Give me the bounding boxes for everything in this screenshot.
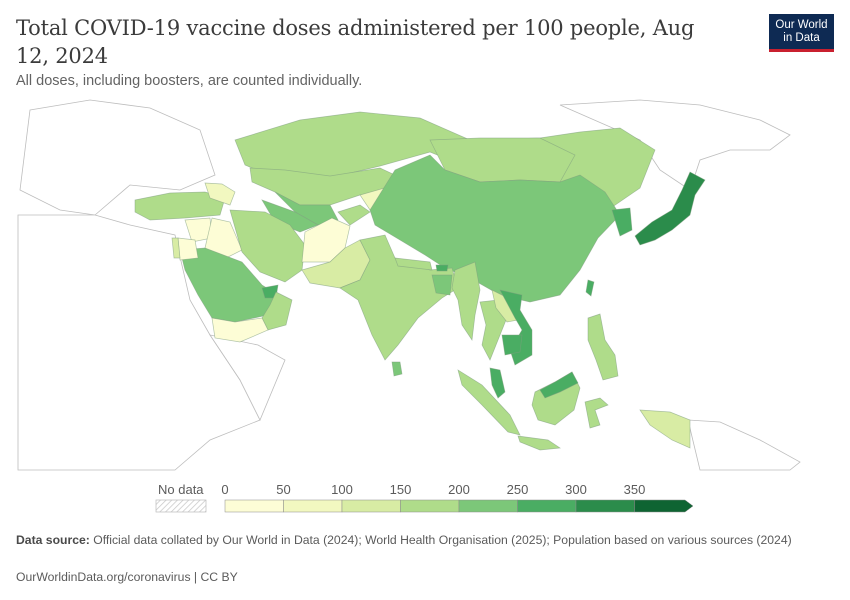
footer: OurWorldinData.org/coronavirus | CC BY — [16, 570, 238, 584]
map-philippines[interactable] — [587, 313, 619, 381]
asia-choropleth-map[interactable] — [0, 88, 850, 473]
logo-line-2: in Data — [783, 32, 820, 44]
map-israel[interactable] — [171, 237, 181, 259]
map-jordan[interactable] — [177, 237, 199, 261]
legend-bin-150[interactable] — [400, 499, 460, 513]
map-malaysia-peninsula[interactable] — [489, 367, 506, 399]
map-sumatra[interactable] — [457, 369, 521, 436]
map-bhutan[interactable] — [435, 264, 449, 272]
map-europe — [19, 99, 216, 216]
map-papua[interactable] — [639, 409, 691, 449]
color-legend: No data 0 50 100 150 200 250 300 350 — [155, 482, 694, 513]
map-java[interactable] — [517, 435, 562, 451]
map-sulawesi[interactable] — [584, 397, 609, 429]
legend-bin-50[interactable] — [283, 499, 343, 513]
legend-bins — [224, 499, 694, 513]
source-label: Data source: — [16, 533, 90, 547]
legend-tick-0: 0 — [221, 482, 228, 497]
map-tajikistan[interactable] — [337, 204, 371, 226]
map-myanmar[interactable] — [451, 261, 481, 341]
map-turkey[interactable] — [134, 191, 226, 221]
map-china[interactable] — [369, 154, 621, 303]
map-japan[interactable] — [634, 171, 706, 246]
map-nepal[interactable] — [394, 257, 433, 271]
map-korea[interactable] — [611, 207, 633, 237]
footer-url-link[interactable]: OurWorldinData.org/coronavirus — [16, 570, 191, 584]
map-georgia-caucasus[interactable] — [204, 182, 236, 206]
owid-logo[interactable]: Our World in Data — [769, 14, 834, 52]
map-bangladesh[interactable] — [431, 274, 453, 296]
map-sri-lanka[interactable] — [391, 361, 403, 377]
data-source: Data source: Official data collated by O… — [16, 533, 816, 548]
map-australia — [687, 419, 801, 471]
legend-ticks: 0 50 100 150 200 250 300 350 — [221, 482, 645, 497]
map-africa-horn — [209, 334, 286, 421]
logo-line-1: Our World — [775, 19, 828, 31]
legend-no-data-label: No data — [158, 482, 204, 497]
legend-no-data-swatch — [155, 499, 207, 513]
legend-bin-200[interactable] — [458, 499, 518, 513]
chart-title: Total COVID-19 vaccine doses administere… — [16, 16, 695, 68]
legend-tick-200: 200 — [448, 482, 470, 497]
legend-bin-300[interactable] — [575, 499, 635, 513]
legend-tick-100: 100 — [331, 482, 353, 497]
map-taiwan[interactable] — [585, 279, 595, 297]
legend-tick-350: 350 — [624, 482, 646, 497]
legend-bin-250[interactable] — [517, 499, 577, 513]
map-cambodia[interactable] — [501, 334, 523, 356]
legend-tick-50: 50 — [276, 482, 290, 497]
map-yemen[interactable] — [211, 317, 269, 343]
source-text: Official data collated by Our World in D… — [93, 533, 792, 547]
footer-separator: | — [190, 570, 201, 584]
map-iraq[interactable] — [204, 217, 243, 261]
footer-license[interactable]: CC BY — [200, 570, 238, 584]
map-vietnam[interactable] — [499, 289, 533, 366]
chart-subtitle: All doses, including boosters, are count… — [16, 73, 363, 89]
legend-tick-150: 150 — [390, 482, 412, 497]
map-malaysia-borneo[interactable] — [539, 371, 579, 399]
legend-bin-100[interactable] — [341, 499, 401, 513]
map-russia-east — [559, 99, 791, 191]
legend-bin-350[interactable] — [634, 499, 694, 513]
legend-tick-300: 300 — [565, 482, 587, 497]
legend-tick-250: 250 — [507, 482, 529, 497]
legend-bin-0[interactable] — [224, 499, 284, 513]
no-data-regions — [17, 99, 801, 471]
